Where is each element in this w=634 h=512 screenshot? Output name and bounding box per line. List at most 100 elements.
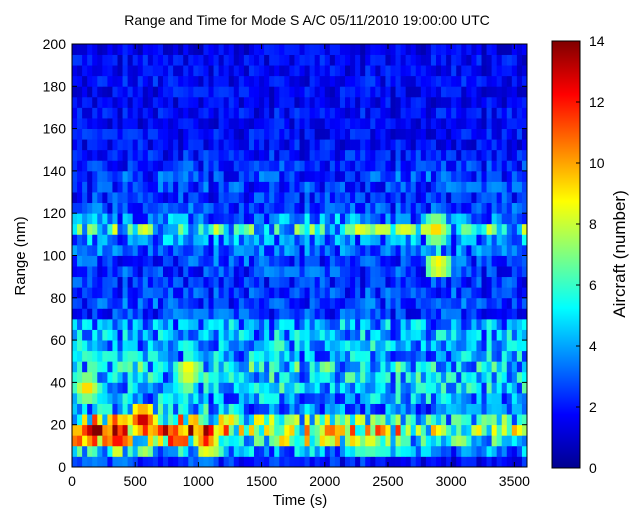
heatmap-cell xyxy=(122,192,129,204)
heatmap-cell xyxy=(213,170,220,182)
heatmap-cell xyxy=(223,255,230,267)
heatmap-cell xyxy=(183,297,189,309)
heatmap-cell xyxy=(466,75,472,87)
heatmap-cell xyxy=(390,445,396,457)
heatmap-cell xyxy=(223,128,230,140)
heatmap-cell xyxy=(350,266,356,278)
heatmap-cell xyxy=(213,213,220,225)
heatmap-cell xyxy=(97,75,103,87)
heatmap-cell xyxy=(142,96,149,108)
heatmap-cell xyxy=(289,255,295,267)
heatmap-cell xyxy=(521,54,528,66)
heatmap-cell xyxy=(117,86,123,98)
heatmap-cell xyxy=(163,340,169,352)
heatmap-cell xyxy=(107,371,113,383)
heatmap-cell xyxy=(92,44,98,55)
heatmap-cell xyxy=(446,276,452,288)
heatmap-cell xyxy=(122,392,129,404)
heatmap-cell xyxy=(289,308,295,320)
heatmap-cell xyxy=(390,223,396,235)
heatmap-cell xyxy=(152,350,159,362)
heatmap-cell xyxy=(218,435,225,447)
heatmap-cells xyxy=(72,44,528,468)
heatmap-cell xyxy=(274,223,280,235)
heatmap-cell xyxy=(319,65,326,77)
heatmap-cell xyxy=(430,202,437,214)
heatmap-cell xyxy=(304,403,311,415)
heatmap-cell xyxy=(481,181,487,193)
heatmap-cell xyxy=(168,318,174,330)
heatmap-cell xyxy=(132,403,139,415)
heatmap-cell xyxy=(461,276,467,288)
heatmap-cell xyxy=(486,276,493,288)
heatmap-cell xyxy=(279,181,285,193)
heatmap-cell xyxy=(496,297,503,309)
heatmap-cell xyxy=(294,392,300,404)
heatmap-cell xyxy=(168,223,174,235)
heatmap-cell xyxy=(365,266,371,278)
heatmap-cell xyxy=(436,276,442,288)
heatmap-cell xyxy=(72,371,78,383)
heatmap-cell xyxy=(269,371,275,383)
heatmap-cell xyxy=(274,202,280,214)
heatmap-cell xyxy=(425,96,432,108)
heatmap-cell xyxy=(365,234,371,246)
heatmap-cell xyxy=(430,424,437,436)
heatmap-cell xyxy=(410,107,417,119)
heatmap-cell xyxy=(339,181,346,193)
heatmap-cell xyxy=(102,160,108,172)
heatmap-cell xyxy=(279,65,285,77)
heatmap-cell xyxy=(471,424,477,436)
heatmap-cell xyxy=(107,181,113,193)
heatmap-cell xyxy=(350,308,356,320)
heatmap-cell xyxy=(324,107,331,119)
heatmap-cell xyxy=(446,181,452,193)
heatmap-cell xyxy=(173,255,179,267)
heatmap-cell xyxy=(223,435,230,447)
heatmap-cell xyxy=(112,96,118,108)
heatmap-cell xyxy=(471,361,477,373)
heatmap-cell xyxy=(178,202,184,214)
heatmap-cell xyxy=(521,329,528,341)
heatmap-cell xyxy=(471,149,477,161)
heatmap-cell xyxy=(198,202,204,214)
heatmap-cell xyxy=(72,414,78,426)
heatmap-cell xyxy=(152,128,159,140)
heatmap-cell xyxy=(112,44,118,55)
heatmap-cell xyxy=(77,435,83,447)
heatmap-cell xyxy=(92,107,98,119)
heatmap-cell xyxy=(213,308,220,320)
heatmap-cell xyxy=(451,255,457,267)
heatmap-cell xyxy=(142,192,149,204)
heatmap-cell xyxy=(279,44,285,55)
heatmap-cell xyxy=(259,392,265,404)
heatmap-cell xyxy=(188,414,194,426)
heatmap-cell xyxy=(254,297,260,309)
heatmap-cell xyxy=(112,181,118,193)
heatmap-cell xyxy=(521,361,528,373)
heatmap-cell xyxy=(501,435,508,447)
heatmap-cell xyxy=(506,223,513,235)
heatmap-cell xyxy=(223,445,230,457)
heatmap-cell xyxy=(137,107,144,119)
heatmap-cell xyxy=(233,361,240,373)
heatmap-cell xyxy=(299,234,305,246)
heatmap-cell xyxy=(511,382,518,394)
heatmap-cell xyxy=(506,403,513,415)
heatmap-cell xyxy=(193,65,199,77)
heatmap-cell xyxy=(87,424,93,436)
heatmap-cell xyxy=(218,223,225,235)
heatmap-cell xyxy=(324,445,331,457)
heatmap-cell xyxy=(451,297,457,309)
heatmap-cell xyxy=(213,181,220,193)
heatmap-cell xyxy=(324,392,331,404)
heatmap-cell xyxy=(284,308,290,320)
heatmap-cell xyxy=(92,308,98,320)
heatmap-cell xyxy=(248,96,255,108)
heatmap-cell xyxy=(486,75,493,87)
heatmap-cell xyxy=(345,75,351,87)
heatmap-cell xyxy=(82,318,88,330)
heatmap-cell xyxy=(516,424,523,436)
heatmap-cell xyxy=(203,86,209,98)
heatmap-cell xyxy=(466,371,472,383)
